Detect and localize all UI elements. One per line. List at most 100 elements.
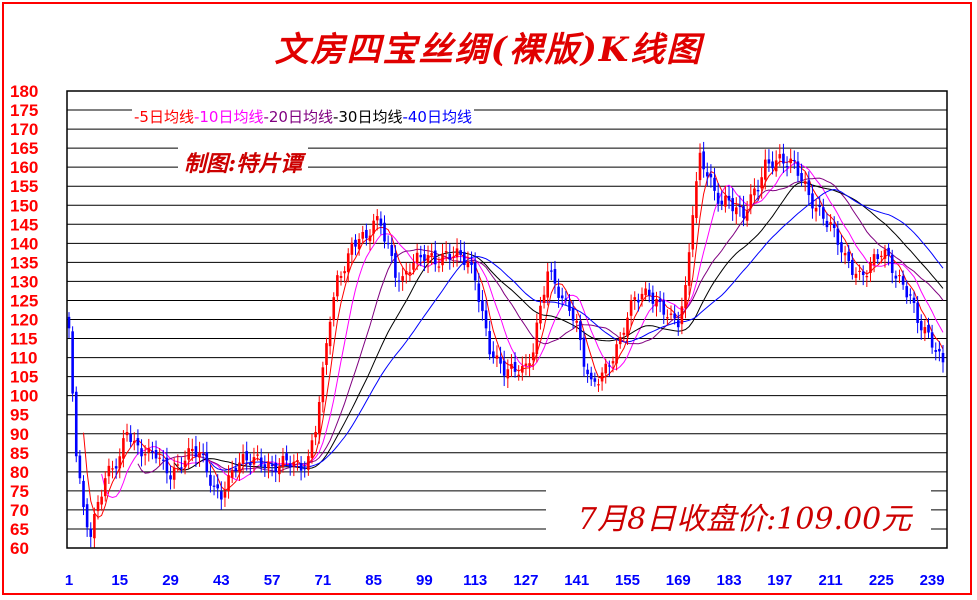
candle-down — [459, 250, 462, 255]
candle-down — [390, 245, 394, 256]
candle-down — [165, 457, 169, 474]
candle-up — [531, 352, 535, 361]
candle-down — [637, 299, 640, 303]
candle-down — [419, 254, 423, 258]
candle-down — [394, 253, 397, 278]
x-tick-label: 99 — [416, 572, 433, 589]
candle-down — [586, 369, 589, 375]
candle-down — [397, 280, 401, 282]
candle-up — [321, 367, 325, 403]
y-tick-label: 70 — [10, 501, 29, 520]
candle-up — [96, 501, 100, 512]
candle-down — [579, 321, 582, 341]
candle-up — [426, 254, 430, 263]
y-tick-label: 155 — [10, 177, 38, 196]
candle-down — [71, 331, 74, 394]
candle-up — [774, 160, 778, 172]
candle-down — [651, 292, 655, 304]
candle-up — [869, 262, 872, 273]
candle-down — [909, 294, 912, 296]
candle-down — [593, 378, 597, 382]
candle-down — [303, 468, 307, 470]
candle-down — [354, 239, 357, 247]
candle-up — [187, 448, 190, 460]
candle-down — [136, 438, 140, 446]
candle-up — [854, 273, 858, 278]
candle-up — [343, 271, 346, 274]
candle-up — [611, 361, 615, 364]
candle-up — [528, 363, 531, 366]
candle-down — [702, 151, 705, 170]
x-tick-label: 43 — [213, 572, 230, 589]
candle-down — [470, 261, 473, 265]
candle-down — [513, 361, 517, 372]
candle-down — [727, 195, 731, 201]
candle-up — [615, 344, 618, 364]
candle-down — [365, 229, 368, 239]
candle-up — [93, 514, 96, 539]
candle-down — [767, 159, 771, 164]
candle-down — [557, 286, 560, 298]
plot-area — [66, 90, 948, 549]
y-tick-label: 120 — [10, 311, 38, 330]
candle-up — [122, 438, 125, 459]
candle-down — [861, 271, 865, 276]
candle-up — [430, 253, 433, 256]
candle-down — [249, 463, 252, 466]
candle-down — [245, 451, 249, 461]
candle-down — [832, 224, 836, 229]
candle-down — [481, 300, 484, 312]
candle-up — [412, 262, 415, 270]
candle-down — [709, 173, 713, 178]
candle-up — [510, 363, 513, 369]
y-tick-label: 80 — [10, 463, 29, 482]
y-tick-label: 110 — [10, 349, 37, 368]
candle-down — [851, 259, 854, 275]
candle-up — [745, 211, 749, 221]
candle-down — [386, 243, 390, 245]
ma-line-40 — [210, 188, 944, 471]
candle-up — [361, 231, 365, 239]
x-tick-label: 239 — [920, 572, 945, 589]
y-tick-label: 170 — [10, 120, 38, 139]
close-price-box: 7月8日收盘价:109.00元 — [546, 488, 931, 537]
candle-up — [111, 468, 114, 470]
candle-down — [114, 466, 118, 469]
candle-down — [270, 464, 274, 467]
y-tick-label: 95 — [10, 406, 29, 425]
candle-down — [220, 491, 223, 500]
candle-down — [151, 451, 154, 453]
candle-up — [437, 266, 441, 268]
candle-down — [299, 463, 303, 471]
candle-up — [680, 306, 684, 325]
candle-down — [756, 190, 760, 192]
candle-up — [328, 321, 332, 347]
candle-down — [818, 205, 821, 208]
candle-down — [488, 331, 491, 355]
candle-down — [742, 206, 745, 219]
candle-down — [448, 253, 452, 260]
candle-down — [890, 254, 894, 273]
x-tick-label: 183 — [717, 572, 742, 589]
candle-up — [684, 285, 687, 309]
candle-up — [230, 470, 234, 478]
candle-down — [180, 467, 183, 469]
candle-up — [495, 355, 499, 359]
candle-up — [375, 216, 379, 221]
candle-up — [749, 194, 753, 209]
candle-down — [731, 198, 734, 212]
candle-down — [825, 220, 829, 228]
candle-up — [575, 320, 579, 323]
candle-down — [647, 289, 651, 296]
candle-up — [524, 363, 528, 366]
y-tick-label: 65 — [10, 520, 29, 539]
candle-up — [626, 317, 629, 336]
candle-down — [658, 298, 662, 302]
candles — [67, 141, 945, 549]
candle-down — [194, 446, 198, 457]
candle-down — [129, 433, 132, 442]
x-tick-label: 29 — [162, 572, 179, 589]
candle-down — [894, 275, 898, 279]
y-tick-label: 175 — [10, 101, 38, 120]
y-tick-label: 150 — [10, 196, 38, 215]
